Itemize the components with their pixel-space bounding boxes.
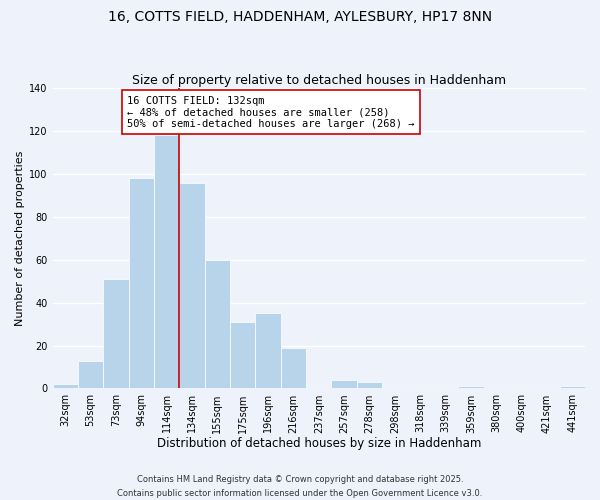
Text: 16 COTTS FIELD: 132sqm
← 48% of detached houses are smaller (258)
50% of semi-de: 16 COTTS FIELD: 132sqm ← 48% of detached… bbox=[127, 96, 415, 129]
Bar bbox=[205, 260, 230, 388]
Bar bbox=[256, 314, 281, 388]
Bar bbox=[154, 136, 179, 388]
Bar bbox=[128, 178, 154, 388]
Text: 16, COTTS FIELD, HADDENHAM, AYLESBURY, HP17 8NN: 16, COTTS FIELD, HADDENHAM, AYLESBURY, H… bbox=[108, 10, 492, 24]
Bar bbox=[281, 348, 306, 389]
Bar bbox=[78, 360, 103, 388]
Y-axis label: Number of detached properties: Number of detached properties bbox=[15, 150, 25, 326]
Bar bbox=[230, 322, 256, 388]
Title: Size of property relative to detached houses in Haddenham: Size of property relative to detached ho… bbox=[132, 74, 506, 87]
Bar bbox=[357, 382, 382, 388]
Bar bbox=[53, 384, 78, 388]
Bar bbox=[103, 279, 128, 388]
Bar bbox=[179, 182, 205, 388]
Bar bbox=[560, 386, 585, 388]
Bar bbox=[458, 386, 484, 388]
Text: Contains HM Land Registry data © Crown copyright and database right 2025.
Contai: Contains HM Land Registry data © Crown c… bbox=[118, 476, 482, 498]
X-axis label: Distribution of detached houses by size in Haddenham: Distribution of detached houses by size … bbox=[157, 437, 481, 450]
Bar bbox=[331, 380, 357, 388]
